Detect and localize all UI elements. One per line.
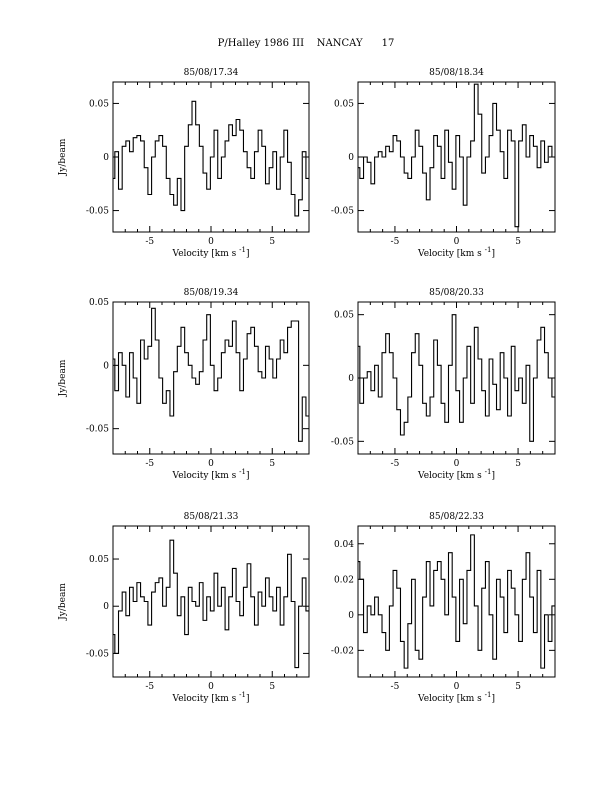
- y-tick-label: 0: [348, 611, 354, 621]
- y-axis-label: Jy/beam: [58, 583, 68, 621]
- y-tick-label: 0: [348, 153, 354, 163]
- panel-title: 85/08/19.34: [184, 288, 239, 298]
- y-tick-label: 0: [103, 153, 109, 163]
- panel-title: 85/08/21.33: [184, 512, 239, 522]
- y-tick-label: 0.02: [334, 575, 354, 585]
- spectrum-line: [113, 307, 309, 442]
- x-tick-label: 0: [454, 237, 460, 247]
- panel-5: -5 0 5 -0.05 0 0.05 85/08/21.33 Velocity [km s …: [58, 512, 310, 704]
- y-tick-label: -0.05: [86, 649, 109, 659]
- y-tick-label: -0.05: [331, 207, 354, 217]
- panel-3: -5 0 5 -0.05 0 0.05 85/08/19.34 Velocity [km s …: [58, 288, 310, 481]
- y-tick-label: 0.04: [334, 540, 354, 550]
- y-tick-label: 0.05: [334, 99, 354, 109]
- panel-1: -5 0 5 -0.05 0 0.05 85/08/17.34 Velocity [km s …: [58, 68, 310, 259]
- x-tick-label: 5: [515, 237, 521, 247]
- plot-frame: [112, 301, 310, 455]
- x-tick-label: -5: [391, 459, 400, 469]
- spectrum-line: [358, 314, 555, 442]
- x-tick-label: 0: [208, 682, 214, 692]
- spectrum-line: [358, 83, 555, 228]
- x-tick-label: -5: [145, 682, 154, 692]
- plot-frame: [357, 301, 556, 455]
- y-tick-label: 0: [103, 361, 109, 371]
- x-tick-label: 5: [269, 237, 275, 247]
- y-tick-label: -0.02: [331, 646, 354, 656]
- panel-title: 85/08/22.33: [429, 512, 484, 522]
- y-tick-label: -0.05: [331, 437, 354, 447]
- spectrum-line: [358, 534, 555, 669]
- x-axis-label: Velocity [km s -1]: [172, 246, 250, 259]
- y-tick-label: -0.05: [86, 425, 109, 435]
- plot-frame: [357, 525, 556, 678]
- x-tick-label: -5: [145, 459, 154, 469]
- y-axis-label: Jy/beam: [58, 138, 68, 176]
- x-tick-label: 0: [454, 459, 460, 469]
- plot-frame: [357, 81, 556, 233]
- x-tick-label: 0: [454, 682, 460, 692]
- panel-title: 85/08/20.33: [429, 288, 484, 298]
- y-axis-label: Jy/beam: [58, 359, 68, 397]
- y-tick-label: 0: [348, 374, 354, 384]
- panel-2: -5 0 5 -0.05 0 0.05 85/08/18.34 Velocity [km s …: [331, 68, 556, 259]
- x-tick-label: 5: [269, 682, 275, 692]
- x-tick-label: 5: [515, 459, 521, 469]
- x-tick-label: 5: [515, 682, 521, 692]
- y-tick-label: 0.05: [89, 99, 109, 109]
- plot-frame: [112, 525, 310, 678]
- x-axis-label: Velocity [km s -1]: [417, 246, 495, 259]
- spectrum-line: [113, 100, 309, 217]
- panel-title: 85/08/17.34: [184, 68, 239, 78]
- x-tick-label: -5: [145, 237, 154, 247]
- y-tick-label: 0: [103, 602, 109, 612]
- y-tick-label: 0.05: [334, 311, 354, 321]
- x-axis-label: Velocity [km s -1]: [417, 468, 495, 481]
- panel-6: -5 0 5 -0.02 0 0.02 0.04 85/08/22.33 Velocity [k…: [331, 512, 556, 704]
- x-axis-label: Velocity [km s -1]: [172, 691, 250, 704]
- panel-4: -5 0 5 -0.05 0 0.05 85/08/20.33 Velocity [km s …: [331, 288, 556, 481]
- y-tick-label: 0.05: [89, 555, 109, 565]
- spectrum-line: [113, 539, 309, 669]
- x-tick-label: -5: [391, 682, 400, 692]
- y-tick-label: -0.05: [86, 207, 109, 217]
- x-axis-label: Velocity [km s -1]: [172, 468, 250, 481]
- x-tick-label: -5: [391, 237, 400, 247]
- x-axis-label: Velocity [km s -1]: [417, 691, 495, 704]
- x-tick-label: 0: [208, 237, 214, 247]
- y-tick-label: 0.05: [89, 298, 109, 308]
- panel-title: 85/08/18.34: [429, 68, 484, 78]
- x-tick-label: 5: [269, 459, 275, 469]
- page-title: P/Halley 1986 III NANCAY 17: [217, 38, 395, 49]
- x-tick-label: 0: [208, 459, 214, 469]
